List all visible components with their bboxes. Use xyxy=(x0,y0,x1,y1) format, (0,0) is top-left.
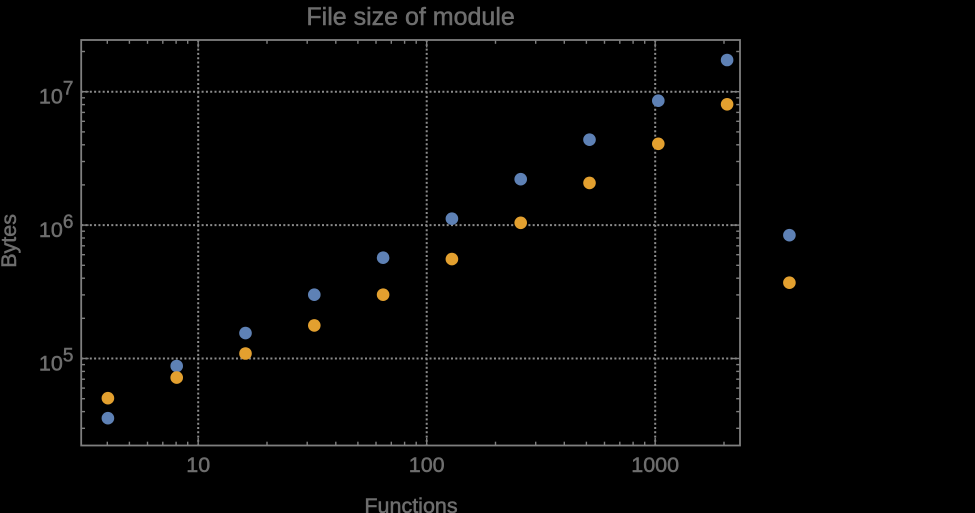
svg-text:Functions: Functions xyxy=(364,494,457,513)
svg-text:1000: 1000 xyxy=(631,453,679,477)
svg-text:Bytes: Bytes xyxy=(0,214,21,268)
svg-text:10: 10 xyxy=(186,453,210,477)
svg-text:File size of module: File size of module xyxy=(306,3,514,31)
svg-text:100: 100 xyxy=(409,453,445,477)
